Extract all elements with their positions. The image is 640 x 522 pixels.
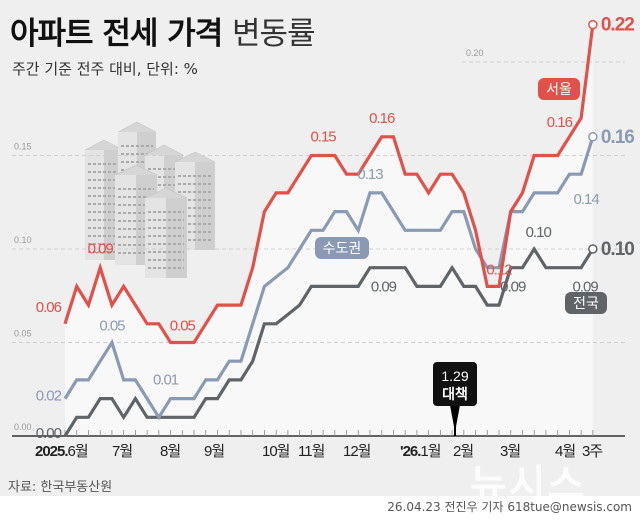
x-tick-month: 4월 <box>555 443 575 460</box>
x-tick-label: 2025.6월 <box>35 443 88 460</box>
series-line-seoul <box>63 24 595 345</box>
y-tick-label: 0.20 <box>466 48 484 58</box>
data-label-seoul: 0.06 <box>36 299 62 316</box>
line-chart: 0.00 0.05 0.10 0.15 0.20 2025.6월 7월 8월 9월 10월 11월 1… <box>12 15 635 460</box>
series-line-national <box>63 245 595 437</box>
x-tick-month: 3주 <box>582 443 602 460</box>
x-tick-month: 10월 <box>262 443 290 460</box>
y-tick-label: 0.00 <box>14 422 32 432</box>
data-label-capital: 0.01 <box>153 372 179 389</box>
x-tick-label: 11월 <box>298 443 325 460</box>
legend-label-national: 전국 <box>573 295 599 311</box>
x-tick-month: 3월 <box>500 443 520 460</box>
seoul-area-fill <box>65 24 593 436</box>
y-tick-label: 0.10 <box>14 235 32 245</box>
x-tick-month: 6월 <box>68 443 88 460</box>
x-tick-month: 7월 <box>112 443 132 460</box>
y-tick-label: 0.05 <box>14 329 32 339</box>
data-label-seoul: 0.12 <box>486 261 512 278</box>
x-tick-year: '26. <box>400 443 421 460</box>
x-tick-label: '26.1월 <box>400 443 441 460</box>
data-label-seoul: 0.05 <box>170 318 196 335</box>
data-label-seoul: 0.09 <box>88 241 114 258</box>
end-point-marker-capital <box>588 132 598 142</box>
legend-tag-national <box>565 292 607 314</box>
annotation-date: 1.29 <box>441 368 468 384</box>
source-note: 자료: 한국부동산원 <box>8 480 113 495</box>
x-tick-month: 11월 <box>298 443 325 460</box>
annotation-label: 대책 <box>442 386 468 402</box>
x-tick-month: 8월 <box>160 443 180 460</box>
data-label-national: 0.09 <box>573 279 599 296</box>
data-label-national: 0.09 <box>500 279 526 296</box>
data-label-national: 0.09 <box>371 279 397 296</box>
data-label-capital: 0.02 <box>36 388 62 405</box>
data-label-seoul: 0.16 <box>369 110 395 127</box>
x-tick-label: 7월 <box>112 443 132 460</box>
data-label-capital: 0.05 <box>99 318 125 335</box>
infographic: 아파트 전세 가격 변동률 주간 기준 전주 대비, 단위: % 0.00 0.0… <box>0 0 640 496</box>
x-tick-month: 12월 <box>343 443 371 460</box>
x-tick-label: 9월 <box>204 443 224 460</box>
legend-label-seoul: 서울 <box>546 81 572 97</box>
x-tick-month: 1월 <box>420 443 440 460</box>
data-label-seoul: 0.22 <box>601 15 634 36</box>
x-tick-month: 9월 <box>204 443 224 460</box>
data-label-capital: 0.14 <box>574 191 600 208</box>
end-point-marker-seoul <box>588 19 598 30</box>
watermark-logo: 뉴시스 <box>470 462 587 508</box>
data-label-national: 0.00 <box>36 425 62 442</box>
building-left-face <box>145 198 166 278</box>
end-point-marker-national <box>588 244 598 254</box>
annotation-box <box>433 362 477 406</box>
annotation-pointer-head <box>450 405 460 432</box>
x-tick-year: 2025. <box>35 443 68 460</box>
x-tick-label: 4월 <box>555 443 575 460</box>
data-label-national: 0.10 <box>601 239 634 260</box>
apartment-buildings-illustration <box>84 121 216 278</box>
legend-label-capital: 수도권 <box>323 240 362 256</box>
data-label-national: 0.10 <box>526 224 552 241</box>
data-label-capital: 0.13 <box>357 166 383 183</box>
x-tick-label: 3월 <box>500 443 520 460</box>
subtitle: 주간 기준 전주 대비, 단위: % <box>12 60 198 78</box>
legend-tag-capital <box>315 237 369 259</box>
data-label-seoul: 0.16 <box>547 114 573 131</box>
legend-tag-seoul <box>538 78 580 100</box>
x-tick-month: 2월 <box>453 443 473 460</box>
data-label-seoul: 0.15 <box>310 129 336 146</box>
page-title: 아파트 전세 가격 변동률 <box>10 16 316 52</box>
data-label-capital: 0.16 <box>601 127 634 148</box>
x-tick-label: 2월 <box>453 443 473 460</box>
x-tick-label: 8월 <box>160 443 180 460</box>
credit-line: 26.04.23 전진우 기자 618tue@newsis.com <box>387 500 632 514</box>
x-tick-label: 12월 <box>343 443 371 460</box>
x-tick-label: 10월 <box>262 443 290 460</box>
building-right-face <box>166 198 187 278</box>
y-tick-label: 0.15 <box>14 142 32 152</box>
x-tick-label: 3주 <box>582 443 602 460</box>
